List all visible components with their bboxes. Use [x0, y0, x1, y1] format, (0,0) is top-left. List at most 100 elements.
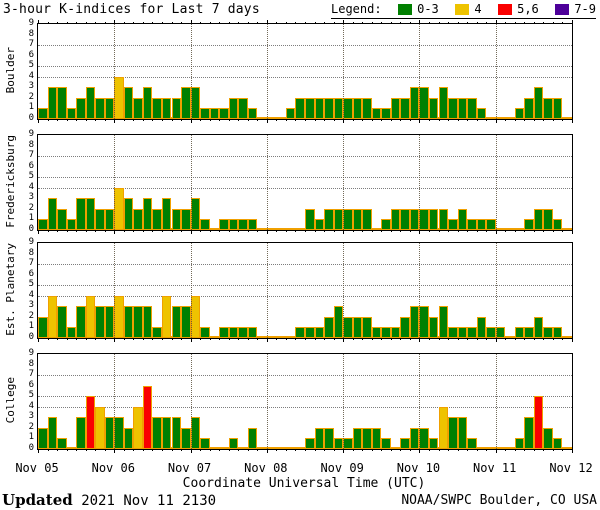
hour-tick: [333, 230, 335, 232]
hour-tick: [305, 338, 306, 340]
hour-tick: [57, 22, 59, 24]
hour-tick: [152, 22, 154, 24]
k-bar: [457, 208, 468, 230]
k-bar: [467, 219, 477, 230]
hour-tick: [543, 338, 545, 340]
k-bar: [57, 306, 67, 338]
y-tick-label: 3: [28, 411, 34, 422]
hour-tick: [409, 338, 411, 340]
hour-tick: [362, 119, 364, 121]
k-bar: [47, 417, 58, 449]
k-bar: [438, 208, 449, 230]
k-bar: [266, 117, 277, 119]
hour-tick: [371, 22, 373, 24]
k-bar: [38, 219, 48, 230]
hour-tick: [352, 449, 354, 451]
k-bar: [448, 97, 458, 119]
x-tick-label: Nov 08: [244, 461, 288, 475]
hour-tick: [467, 230, 469, 232]
hour-tick: [257, 22, 259, 24]
gridline-day: [190, 243, 192, 338]
hour-tick: [381, 338, 383, 340]
k-bar: [47, 295, 58, 338]
hour-tick: [76, 230, 78, 232]
k-bar: [533, 87, 544, 119]
k-bar: [409, 208, 420, 230]
hour-tick: [438, 119, 440, 121]
k-bar: [133, 208, 143, 230]
hour-tick: [352, 22, 354, 24]
k-bar: [104, 306, 115, 338]
hour-tick: [209, 119, 211, 121]
day-tick: [495, 230, 497, 234]
gridline-k7: [38, 375, 572, 377]
k-bar: [161, 198, 172, 230]
hour-tick: [47, 22, 49, 24]
hour-tick: [76, 22, 78, 24]
hour-tick: [104, 119, 106, 121]
day-tick: [343, 338, 345, 342]
k-bar: [181, 306, 191, 338]
hour-tick: [438, 22, 440, 24]
k-bar: [123, 427, 134, 449]
k-bar: [428, 316, 439, 338]
k-bar: [562, 117, 572, 119]
day-tick: [38, 230, 39, 234]
hour-tick: [47, 230, 49, 232]
hour-tick: [314, 22, 316, 24]
day-tick: [190, 20, 192, 24]
k-bar: [343, 438, 353, 449]
k-bar: [247, 427, 258, 449]
k-bar: [247, 108, 258, 119]
hour-tick: [257, 338, 259, 340]
y-tick-label: 5: [28, 60, 34, 71]
gridline-k5: [38, 285, 572, 287]
day-tick: [572, 20, 573, 24]
hour-tick: [333, 338, 335, 340]
k-bar: [76, 97, 86, 119]
hour-tick: [448, 230, 450, 232]
hour-tick: [514, 449, 516, 451]
gridline-day: [190, 354, 192, 449]
k-bar: [66, 327, 77, 338]
legend-label: Legend:: [331, 2, 382, 16]
hour-tick: [95, 119, 97, 121]
y-tick-label: 5: [28, 390, 34, 401]
hour-tick: [305, 119, 306, 121]
hour-tick: [152, 449, 154, 451]
x-axis-title: Coordinate Universal Time (UTC): [182, 476, 426, 491]
k-bar: [257, 117, 267, 119]
hour-tick: [505, 338, 507, 340]
hour-tick: [333, 119, 335, 121]
hour-tick: [238, 449, 240, 451]
k-bar: [409, 427, 420, 449]
k-bar: [181, 208, 191, 230]
hour-tick: [57, 119, 59, 121]
hour-tick: [467, 449, 469, 451]
hour-tick: [66, 230, 68, 232]
k-bar: [247, 219, 258, 230]
hour-tick: [514, 230, 516, 232]
k-bar: [371, 108, 382, 119]
hour-tick: [390, 449, 392, 451]
k-bar: [266, 447, 277, 449]
y-tick-label: 2: [28, 202, 34, 213]
hour-tick: [276, 449, 278, 451]
hour-tick: [161, 119, 163, 121]
k-bar: [305, 208, 315, 230]
hour-tick: [400, 449, 402, 451]
hour-tick: [57, 338, 59, 340]
hour-tick: [314, 449, 316, 451]
hour-tick: [562, 338, 564, 340]
k-bar: [85, 198, 96, 230]
y-tick-label: 3: [28, 81, 34, 92]
k-bar: [38, 427, 48, 449]
hour-tick: [142, 230, 144, 232]
k-bar: [200, 438, 210, 449]
k-bar: [486, 117, 496, 119]
legend-swatch: [555, 3, 570, 15]
hour-tick: [457, 230, 459, 232]
station-label-college: College: [2, 353, 18, 448]
k-bar: [276, 336, 286, 338]
